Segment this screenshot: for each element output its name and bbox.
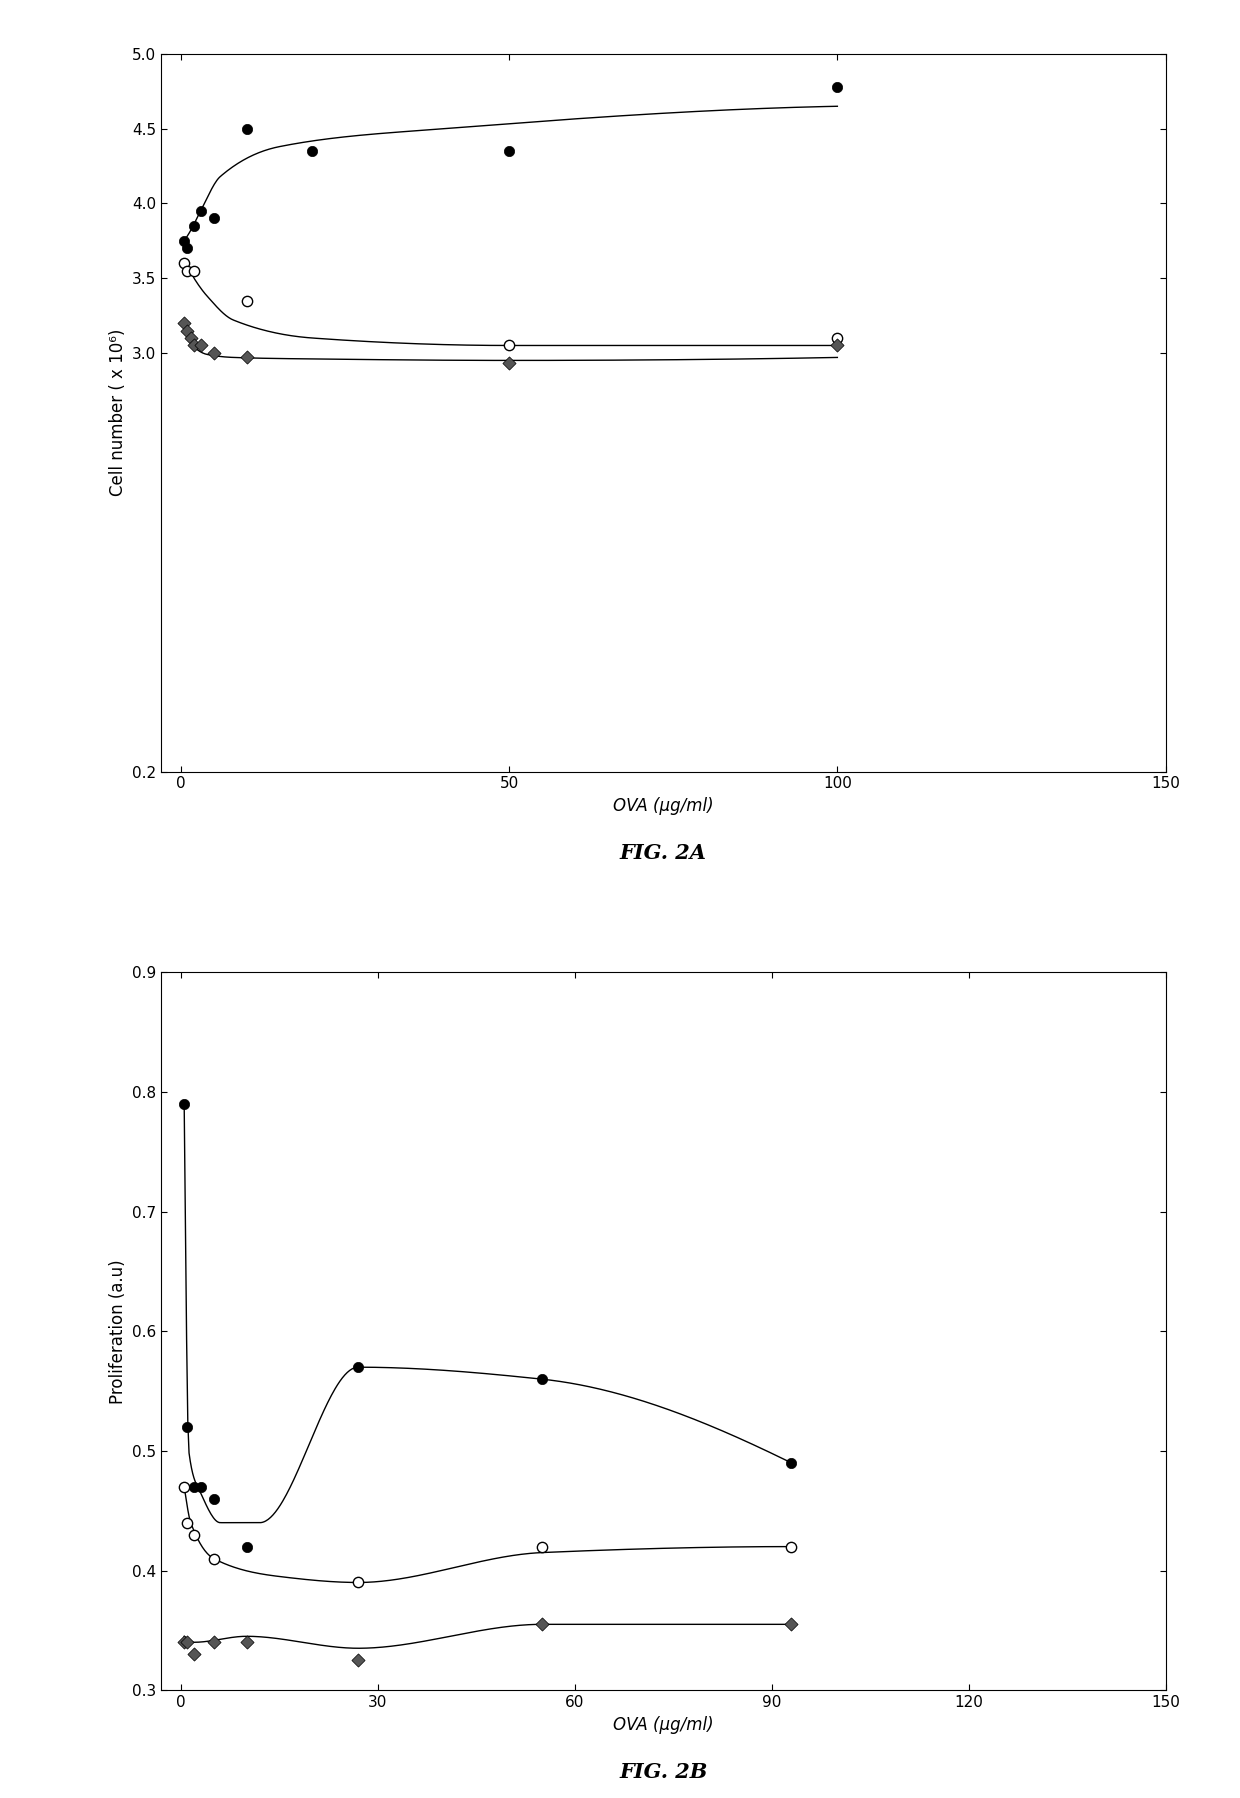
Point	[827, 324, 847, 352]
Point	[203, 338, 223, 367]
Text: FIG. 2A: FIG. 2A	[620, 843, 707, 863]
Point	[348, 1645, 368, 1674]
Point	[781, 1532, 801, 1561]
Point	[181, 324, 201, 352]
Point	[177, 1413, 197, 1442]
X-axis label: OVA (μg/ml): OVA (μg/ml)	[613, 797, 714, 814]
Point	[237, 286, 257, 315]
Point	[175, 1090, 195, 1118]
Point	[237, 1627, 257, 1656]
Point	[184, 257, 203, 286]
Point	[203, 203, 223, 232]
Point	[184, 1473, 203, 1501]
Y-axis label: Proliferation (a.u): Proliferation (a.u)	[109, 1259, 126, 1404]
Point	[781, 1609, 801, 1638]
Point	[177, 316, 197, 345]
Point	[237, 115, 257, 144]
Point	[177, 1627, 197, 1656]
Point	[500, 349, 520, 378]
Point	[500, 137, 520, 165]
Point	[184, 1521, 203, 1550]
X-axis label: OVA (μg/ml): OVA (μg/ml)	[613, 1715, 714, 1733]
Point	[827, 72, 847, 101]
Point	[348, 1568, 368, 1597]
Point	[177, 234, 197, 263]
Point	[184, 212, 203, 241]
Point	[237, 1532, 257, 1561]
Point	[827, 331, 847, 360]
Point	[177, 1509, 197, 1537]
Y-axis label: Cell number ( x 10⁶): Cell number ( x 10⁶)	[109, 329, 126, 496]
Point	[532, 1609, 552, 1638]
Point	[237, 343, 257, 372]
Point	[177, 257, 197, 286]
Point	[532, 1365, 552, 1393]
Point	[175, 227, 195, 255]
Point	[203, 1544, 223, 1573]
Text: FIG. 2B: FIG. 2B	[619, 1762, 708, 1782]
Point	[532, 1532, 552, 1561]
Point	[203, 1627, 223, 1656]
Point	[500, 331, 520, 360]
Point	[191, 331, 211, 360]
Point	[175, 1473, 195, 1501]
Point	[184, 1640, 203, 1669]
Point	[175, 248, 195, 277]
Point	[781, 1449, 801, 1478]
Point	[191, 196, 211, 225]
Point	[348, 1352, 368, 1381]
Point	[203, 1485, 223, 1514]
Point	[184, 331, 203, 360]
Point	[303, 137, 322, 165]
Point	[175, 309, 195, 338]
Point	[191, 1473, 211, 1501]
Point	[175, 1627, 195, 1656]
